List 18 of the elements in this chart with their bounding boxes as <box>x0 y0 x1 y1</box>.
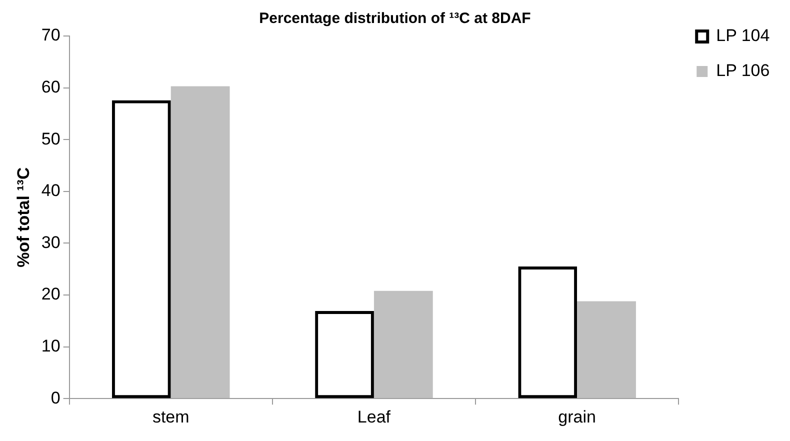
y-tick-label: 0 <box>50 388 60 408</box>
chart-title: Percentage distribution of ¹³C at 8DAF <box>259 10 531 28</box>
y-tick-label: 60 <box>41 77 60 96</box>
y-tick-label: 10 <box>41 336 60 356</box>
legend-label: LP 106 <box>716 61 770 80</box>
y-tick-label: 40 <box>41 181 60 200</box>
y-tick-label: 50 <box>41 129 60 148</box>
x-tick-label: stem <box>152 407 190 426</box>
y-tick-label: 30 <box>41 232 60 252</box>
bar <box>374 290 433 398</box>
x-tick-label: grain <box>558 407 596 426</box>
x-tick-label: Leaf <box>357 407 391 426</box>
y-axis-title: %of total ¹³C <box>14 167 33 268</box>
y-tick-label: 20 <box>41 284 60 304</box>
y-tick-label: 70 <box>41 26 60 45</box>
bar <box>170 86 230 398</box>
bar <box>577 301 636 398</box>
legend-label: LP 104 <box>716 26 770 46</box>
